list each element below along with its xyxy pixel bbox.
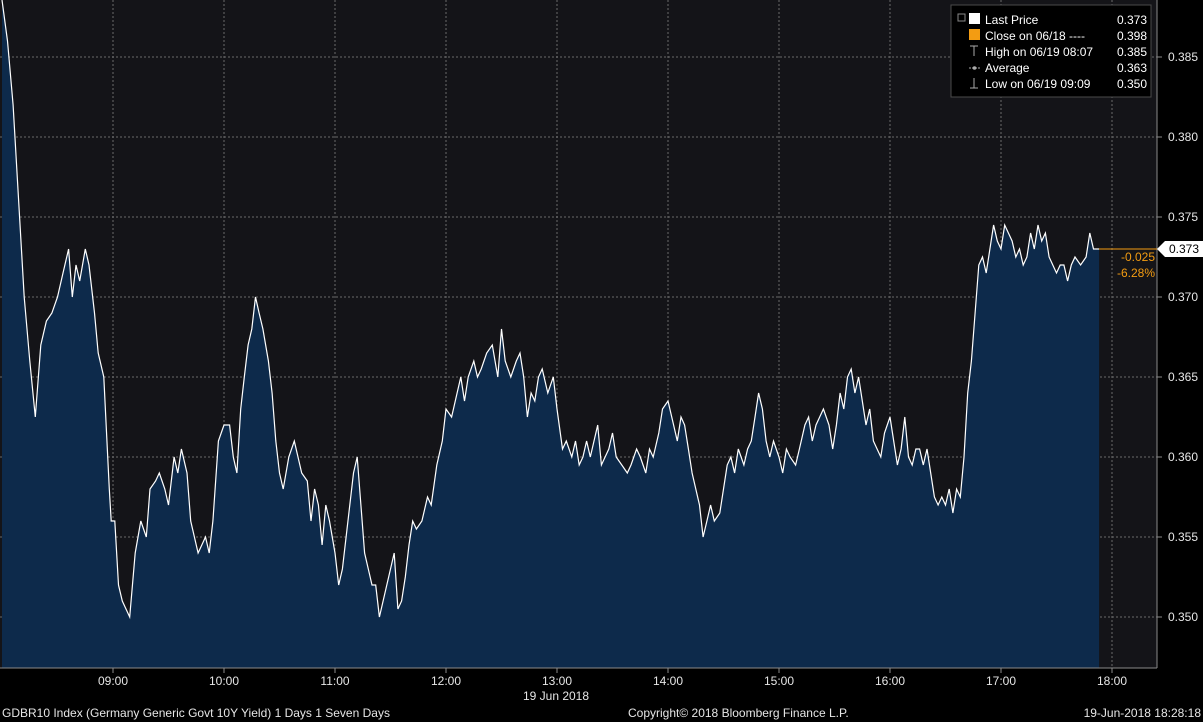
- price-area: [2, 0, 1100, 668]
- legend-swatch-close: [969, 29, 980, 40]
- legend-box: [950, 4, 1152, 98]
- y-tick-label: 0.365: [1168, 370, 1198, 384]
- y-tick-label: 0.355: [1168, 530, 1198, 544]
- legend-item-high: High on 06/19 08:07 0.385: [970, 45, 1147, 59]
- y-tick-label: 0.350: [1168, 610, 1198, 624]
- legend-label: Low on 06/19 09:09: [985, 77, 1091, 91]
- footer-copyright: Copyright© 2018 Bloomberg Finance L.P.: [628, 706, 849, 720]
- low-marker-icon: [970, 78, 978, 89]
- x-tick-label: 11:00: [320, 674, 349, 688]
- change-percent: -6.28%: [1117, 266, 1155, 280]
- x-tick-label: 15:00: [764, 674, 794, 688]
- legend-label: Close on 06/18 ----: [985, 29, 1085, 43]
- last-price-value: 0.373: [1169, 242, 1199, 256]
- y-tick-label: 0.385: [1168, 50, 1198, 64]
- high-marker-icon: [970, 45, 978, 56]
- x-tick-label: 14:00: [653, 674, 683, 688]
- y-axis: 0.350 0.355 0.360 0.365 0.370 0.375 0.380 0.385: [1157, 50, 1198, 624]
- legend-item-average: Average 0.363: [969, 61, 1147, 75]
- y-tick-label: 0.375: [1168, 210, 1198, 224]
- x-tick-label: 10:00: [209, 674, 239, 688]
- x-tick-label: 18:00: [1097, 674, 1127, 688]
- x-tick-label: 13:00: [542, 674, 572, 688]
- legend-label: Average: [985, 61, 1030, 75]
- legend-item-low: Low on 06/19 09:09 0.350: [970, 77, 1147, 91]
- legend-value: 0.363: [1117, 61, 1147, 75]
- legend-value: 0.385: [1117, 45, 1147, 59]
- change-absolute: -0.025: [1121, 250, 1155, 264]
- y-tick-label: 0.380: [1168, 130, 1198, 144]
- y-tick-label: 0.360: [1168, 450, 1198, 464]
- x-axis: 09:00 10:00 11:00 12:00 13:00 14:00 15:00 16:00…: [98, 668, 1127, 688]
- average-dot-icon: [972, 66, 977, 70]
- legend: Last Price 0.373 Close on 06/18 ---- 0.3…: [950, 4, 1152, 98]
- last-price-tag: [1157, 241, 1203, 257]
- price-line: [1, 0, 1100, 620]
- legend-label: High on 06/19 08:07: [985, 45, 1093, 59]
- x-tick-label: 16:00: [875, 674, 905, 688]
- x-tick-label: 09:00: [98, 674, 128, 688]
- footer-timestamp: 19-Jun-2018 18:28:18: [1083, 706, 1201, 720]
- legend-value: 0.373: [1117, 13, 1147, 27]
- collapse-icon[interactable]: [957, 13, 966, 22]
- y-tick-label: 0.370: [1168, 290, 1198, 304]
- x-tick-label: 17:00: [986, 674, 1016, 688]
- legend-value: 0.398: [1117, 29, 1147, 43]
- footer-ticker-description: GDBR10 Index (Germany Generic Govt 10Y Y…: [2, 706, 390, 720]
- x-axis-date-label: 19 Jun 2018: [523, 689, 589, 703]
- x-tick-label: 12:00: [431, 674, 461, 688]
- legend-value: 0.350: [1117, 77, 1147, 91]
- legend-label: Last Price: [985, 13, 1039, 27]
- legend-item-close: Close on 06/18 ---- 0.398: [969, 29, 1147, 43]
- last-price-marker: 0.373 -0.025 -6.28%: [1099, 241, 1203, 280]
- legend-item-last-price: Last Price 0.373: [957, 13, 1147, 27]
- legend-swatch-last-price: [969, 13, 980, 24]
